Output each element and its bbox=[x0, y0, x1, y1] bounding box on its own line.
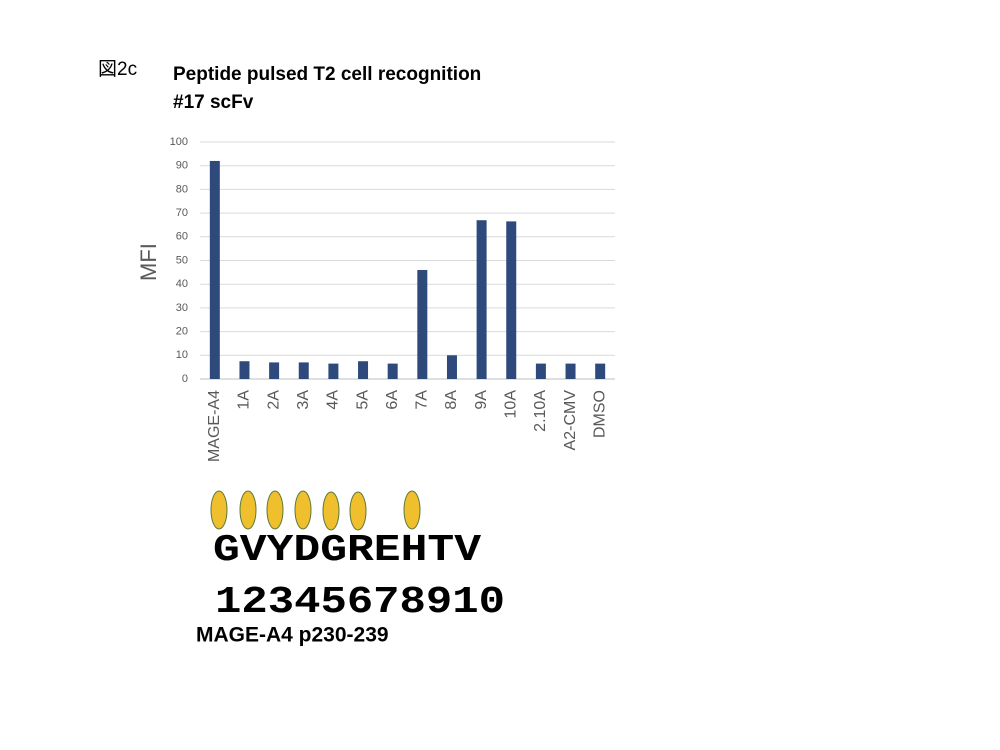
x-tick-label: DMSO bbox=[591, 390, 608, 438]
peptide-sequence: GVYDGREHTV bbox=[213, 529, 481, 572]
x-tick-label: 7A bbox=[414, 390, 431, 410]
x-tick-label: 9A bbox=[473, 390, 490, 410]
y-tick-label: 30 bbox=[176, 302, 188, 314]
residue-marker bbox=[350, 492, 366, 530]
bar bbox=[566, 364, 576, 379]
peptide-caption: MAGE-A4 p230-239 bbox=[196, 624, 389, 647]
y-tick-label: 90 bbox=[176, 160, 188, 172]
x-tick-label: 10A bbox=[502, 390, 519, 419]
bar bbox=[210, 161, 220, 379]
y-tick-label: 10 bbox=[176, 349, 188, 361]
residue-marker bbox=[295, 491, 311, 529]
residue-marker bbox=[267, 491, 283, 529]
y-tick-label: 80 bbox=[176, 183, 188, 195]
bar bbox=[299, 362, 309, 379]
bar bbox=[417, 270, 427, 379]
residue-marker bbox=[404, 491, 420, 529]
chart-title: Peptide pulsed T2 cell recognition bbox=[173, 64, 481, 85]
bar bbox=[328, 364, 338, 379]
y-tick-label: 50 bbox=[176, 254, 188, 266]
y-tick-label: 0 bbox=[182, 373, 188, 385]
y-tick-label: 70 bbox=[176, 207, 188, 219]
x-tick-label: A2-CMV bbox=[562, 390, 579, 451]
residue-marker bbox=[240, 491, 256, 529]
y-axis-label: MFI bbox=[136, 243, 161, 281]
bar bbox=[536, 364, 546, 379]
x-tick-label: 8A bbox=[443, 390, 460, 410]
y-tick-label: 60 bbox=[176, 231, 188, 243]
x-tick-label: 2A bbox=[265, 390, 282, 410]
bar bbox=[447, 355, 457, 379]
residue-marker bbox=[211, 491, 227, 529]
chart-subtitle: #17 scFv bbox=[173, 92, 254, 113]
x-tick-label: 5A bbox=[354, 390, 371, 410]
residue-markers bbox=[211, 491, 420, 530]
bar bbox=[358, 361, 368, 379]
x-tick-label: 1A bbox=[236, 390, 253, 410]
bar bbox=[506, 221, 516, 379]
page: 図2c Peptide pulsed T2 cell recognition #… bbox=[0, 0, 1000, 750]
y-tick-label: 20 bbox=[176, 326, 188, 338]
bar bbox=[239, 361, 249, 379]
x-tick-label: MAGE-A4 bbox=[206, 390, 223, 462]
y-tick-label: 40 bbox=[176, 278, 188, 290]
residue-marker bbox=[323, 492, 339, 530]
bar bbox=[388, 364, 398, 379]
peptide-positions: 12345678910 bbox=[215, 581, 505, 624]
x-tick-label: 2.10A bbox=[532, 390, 549, 432]
x-tick-label: 6A bbox=[384, 390, 401, 410]
x-tick-label: 4A bbox=[325, 390, 342, 410]
y-tick-label: 100 bbox=[170, 136, 188, 148]
x-tick-label: 3A bbox=[295, 390, 312, 410]
bar bbox=[269, 362, 279, 379]
figure-label: 図2c bbox=[98, 59, 137, 80]
bar bbox=[595, 364, 605, 379]
bar bbox=[477, 220, 487, 379]
